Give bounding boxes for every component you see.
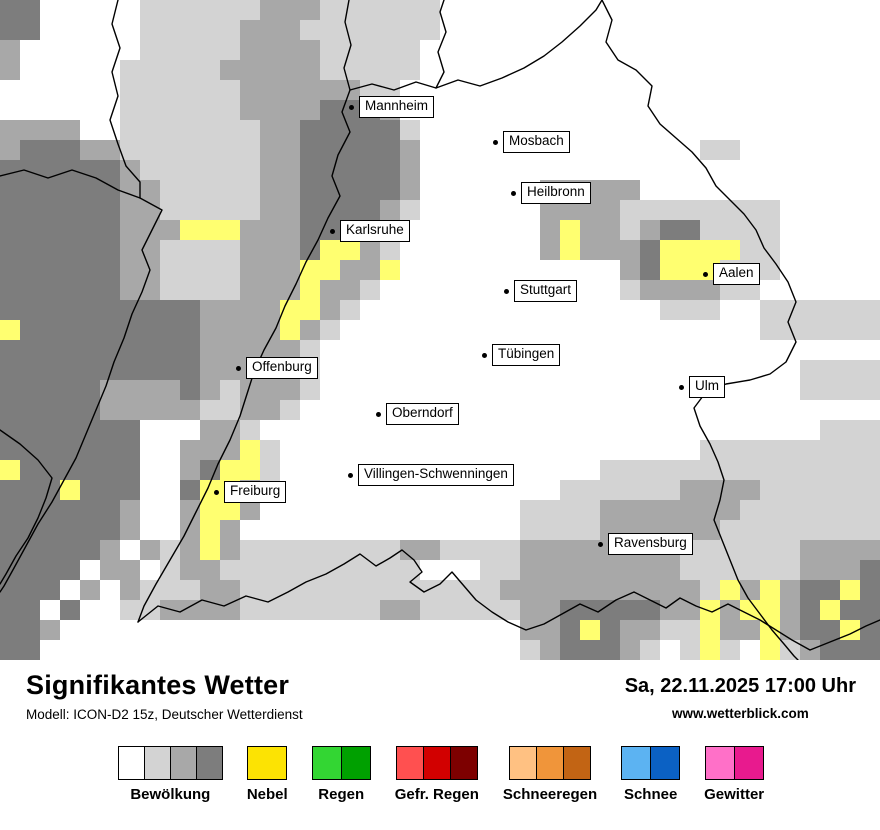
legend-swatch	[169, 746, 197, 780]
city-label: Villingen-Schwenningen	[358, 464, 514, 486]
city-label: Mosbach	[503, 131, 570, 153]
city-dot-icon	[482, 352, 487, 358]
footer-right: Sa, 22.11.2025 17:00 Uhr www.wetterblick…	[625, 670, 856, 721]
page-title: Signifikantes Wetter	[26, 670, 290, 700]
footer: Signifikantes Wetter Modell: ICON-D2 15z…	[0, 660, 880, 830]
border-line	[137, 549, 880, 651]
legend-label: Nebel	[246, 786, 288, 803]
city-layer: Mannheim Mosbach Heilbronn Karlsruhe Stuttga…	[214, 96, 760, 555]
legend-group: Schneeregen	[503, 746, 597, 803]
city-label: Offenburg	[246, 357, 318, 379]
city-dot-icon	[511, 190, 516, 196]
city-marker: Villingen-Schwenningen	[348, 464, 514, 486]
legend-swatch	[422, 746, 451, 780]
city-marker: Heilbronn	[511, 182, 591, 204]
legend-swatch	[621, 746, 652, 780]
legend-swatch	[449, 746, 478, 780]
city-dot-icon	[598, 541, 603, 547]
legend-label: Schnee	[623, 786, 678, 803]
city-dot-icon	[376, 411, 381, 417]
legend-label: Gewitter	[704, 786, 765, 803]
city-marker: Oberndorf	[376, 403, 459, 425]
city-dot-icon	[214, 489, 219, 495]
legend-swatches	[621, 746, 681, 780]
legend-swatch	[195, 746, 223, 780]
border-line	[0, 169, 163, 593]
legend-swatches	[395, 746, 478, 780]
cloud-cells	[0, 0, 880, 660]
city-label: Tübingen	[492, 344, 561, 366]
legend-swatch	[563, 746, 592, 780]
border-line	[435, 0, 603, 89]
legend-swatch	[733, 746, 764, 780]
city-label: Mannheim	[359, 96, 435, 118]
city-dot-icon	[679, 384, 684, 390]
city-label: Aalen	[713, 263, 760, 285]
legend-swatches	[509, 746, 592, 780]
footer-left: Signifikantes Wetter Modell: ICON-D2 15z…	[26, 670, 303, 722]
legend-group: Nebel	[247, 746, 288, 803]
legend-label: Gefr. Regen	[394, 786, 479, 803]
city-marker: Ravensburg	[598, 533, 693, 555]
legend-swatches	[311, 746, 371, 780]
legend-swatch	[650, 746, 681, 780]
legend-swatches	[704, 746, 764, 780]
legend-swatch	[509, 746, 538, 780]
city-dot-icon	[348, 472, 353, 478]
city-marker: Freiburg	[214, 481, 287, 503]
city-dot-icon	[493, 139, 498, 145]
city-dot-icon	[330, 228, 335, 234]
city-marker: Karlsruhe	[330, 220, 410, 242]
model-info: Modell: ICON-D2 15z, Deutscher Wetterdie…	[26, 707, 303, 722]
legend-swatch	[117, 746, 145, 780]
legend-swatch	[247, 746, 288, 780]
legend-group: Regen	[311, 746, 371, 803]
border-line	[109, 0, 141, 199]
map-svg	[0, 0, 880, 660]
weather-map: Mannheim Mosbach Heilbronn Karlsruhe Stuttga…	[0, 0, 880, 660]
legend-label: Regen	[318, 786, 365, 803]
legend-group: Schnee	[621, 746, 681, 803]
legend-swatch	[395, 746, 424, 780]
border-line	[349, 0, 447, 91]
legend-label: Bewölkung	[130, 786, 211, 803]
forecast-datetime: Sa, 22.11.2025 17:00 Uhr	[624, 675, 856, 697]
border-line	[601, 0, 799, 660]
city-marker: Mosbach	[493, 131, 570, 153]
city-marker: Offenburg	[236, 357, 318, 379]
legend-swatch	[340, 746, 371, 780]
city-label: Ulm	[689, 376, 725, 398]
city-dot-icon	[504, 288, 509, 294]
legend-swatch	[143, 746, 171, 780]
legend-label: Schneeregen	[502, 786, 598, 803]
city-marker: Mannheim	[349, 96, 435, 118]
city-label: Freiburg	[224, 481, 287, 503]
city-marker: Stuttgart	[504, 280, 578, 302]
city-dot-icon	[349, 104, 354, 110]
website-url: www.wetterblick.com	[671, 706, 809, 721]
legend-swatch	[704, 746, 735, 780]
city-label: Heilbronn	[521, 182, 591, 204]
city-label: Stuttgart	[514, 280, 578, 302]
legend-swatches	[247, 746, 288, 780]
legend-group: Gefr. Regen	[395, 746, 479, 803]
city-marker: Aalen	[703, 263, 760, 285]
legend-swatch	[311, 746, 342, 780]
border-line	[137, 0, 352, 623]
legend: Bewölkung Nebel Regen Gefr. Regen Schneerege…	[26, 746, 856, 803]
legend-group: Gewitter	[704, 746, 764, 803]
legend-group: Bewölkung	[117, 746, 223, 803]
city-marker: Ulm	[679, 376, 725, 398]
legend-swatch	[536, 746, 565, 780]
city-label: Karlsruhe	[340, 220, 410, 242]
city-label: Oberndorf	[386, 403, 459, 425]
city-dot-icon	[703, 271, 708, 277]
border-line	[0, 429, 53, 585]
city-marker: Tübingen	[482, 344, 561, 366]
city-dot-icon	[236, 365, 241, 371]
legend-swatches	[117, 746, 223, 780]
city-label: Ravensburg	[608, 533, 693, 555]
footer-top: Signifikantes Wetter Modell: ICON-D2 15z…	[26, 670, 856, 722]
